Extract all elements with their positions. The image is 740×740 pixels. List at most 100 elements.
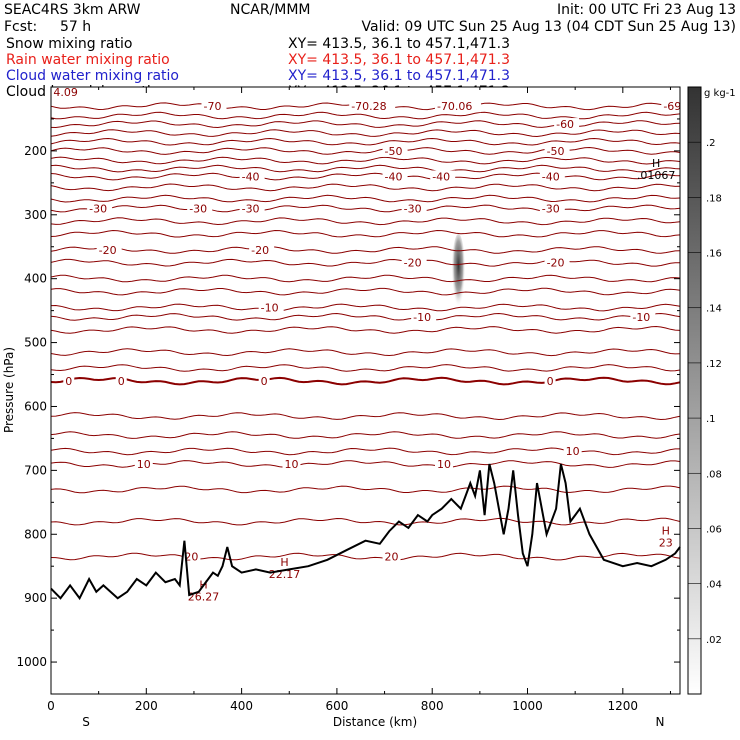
contour-label: 4.09 [53, 86, 78, 99]
contour-label: -50 [385, 145, 403, 158]
contour-label: -70.06 [437, 100, 472, 113]
isotherm [50, 246, 681, 254]
contour-label-mask [115, 374, 127, 387]
isotherm [50, 172, 681, 181]
contour-label-mask [187, 202, 213, 215]
contour-label: -70.28 [351, 100, 386, 113]
colorbar-tick-label: .06 [706, 524, 722, 535]
high-marker: H [280, 556, 288, 569]
contour-label-mask [201, 100, 227, 113]
field-xy-range: XY= 413.5, 36.1 to 457.1,471.3 [288, 36, 510, 52]
x-axis-ticks: 0 200 400 600 800 1000 1200 [47, 87, 671, 713]
contour-label: -70 [203, 100, 221, 113]
organization-label: NCAR/MMM [230, 2, 311, 18]
contour-label: -10 [632, 311, 650, 324]
colorbar-tick-label: .1 [706, 414, 716, 425]
y-tick-label: 600 [24, 399, 47, 413]
contour-label-mask [430, 170, 456, 183]
high-marker: H [662, 524, 670, 537]
contour-label: 10 [437, 458, 451, 471]
contour-label: 0 [65, 375, 72, 388]
contour-label-mask [249, 243, 275, 256]
field-title: Cloud water mixing ratio [6, 68, 179, 84]
high-value: 23 [659, 536, 673, 549]
contour-label-mask [539, 202, 565, 215]
contour-label-mask [544, 144, 570, 157]
isotherm [50, 129, 681, 138]
contour-label-mask [544, 374, 556, 387]
y-axis-label: Pressure (hPa) [2, 347, 16, 433]
contour-label: 0 [261, 375, 268, 388]
contour-label: -69 [663, 100, 681, 113]
y-tick-label: 200 [24, 144, 47, 158]
isotherm [50, 485, 681, 494]
isotherm [50, 183, 681, 192]
contour-label: -20 [404, 257, 422, 270]
contour-label: -30 [404, 202, 422, 215]
contour-label-mask [87, 202, 113, 215]
colorbar-ramp [687, 86, 702, 695]
contour-label-mask [563, 445, 582, 458]
init-time: Init: 00 UTC Fri 23 Aug 13 [557, 2, 736, 18]
isotherm [50, 312, 681, 321]
x-tick-label: 1200 [608, 699, 639, 713]
isotherm [50, 194, 681, 203]
field-title: Snow mixing ratio [6, 36, 132, 52]
isotherm [50, 146, 681, 155]
contour-label-mask [349, 100, 396, 113]
x-tick-label: 600 [325, 699, 348, 713]
y-tick-label: 300 [24, 208, 47, 222]
plot-area: -70 -70.28 -70.06 -69 -60 -50 -50 -40 -40 -40 -40 -… [16, 86, 687, 713]
contour-label-mask [134, 457, 153, 470]
isotherm [50, 156, 681, 165]
y-tick-label: 1000 [16, 655, 47, 669]
isotherm [50, 412, 681, 421]
contour-label-mask [63, 374, 75, 387]
x-end-label-right: N [656, 715, 665, 729]
isotherm [50, 274, 681, 283]
isotherm [50, 325, 681, 334]
isotherm [50, 258, 681, 267]
x-axis-label: Distance (km) [333, 715, 417, 729]
isotherm [50, 517, 681, 526]
contour-label-mask [434, 457, 453, 470]
contour-label: -20 [251, 244, 269, 257]
isotherm [50, 164, 681, 173]
contour-label-mask [239, 170, 265, 183]
contour-label: -40 [385, 170, 403, 183]
contour-label: -10 [261, 301, 279, 314]
high-value: 26.27 [188, 591, 220, 604]
contour-label: 0 [118, 375, 125, 388]
x-tick-label: 0 [47, 699, 55, 713]
valid-time: Valid: 09 UTC Sun 25 Aug 13 (04 CDT Sun … [362, 19, 736, 35]
contour-label: -30 [242, 202, 260, 215]
isotherm [50, 348, 681, 357]
contour-label: 10 [137, 458, 151, 471]
contour-label-mask [401, 202, 427, 215]
y-tick-label: 700 [24, 463, 47, 477]
colorbar-ticks: .02 .04 .06 .08 .1 .12 .14 .16 .18 .2 [688, 138, 722, 646]
colorbar-tick-label: .14 [706, 304, 722, 315]
contour-label-mask [282, 457, 301, 470]
contour-label-mask [544, 256, 570, 269]
colorbar-tick-label: .04 [706, 580, 722, 591]
contour-label: -60 [556, 118, 574, 131]
contour-label: -40 [542, 170, 560, 183]
forecast-hour: 57 h [60, 19, 91, 35]
contour-label: -50 [547, 145, 565, 158]
contour-label-mask [434, 100, 481, 113]
isotherm [50, 229, 681, 238]
isotherm [50, 137, 681, 146]
contour-label-mask [411, 311, 437, 324]
isotherm [50, 552, 681, 561]
contour-label: 10 [566, 445, 580, 458]
isotherm [50, 460, 681, 468]
colorbar-tick-label: .02 [706, 635, 722, 646]
contour-label: -40 [432, 170, 450, 183]
mixing-ratio-maximum [451, 233, 466, 318]
field-title: Rain water mixing ratio [6, 52, 170, 68]
contour-label-mask [382, 170, 408, 183]
colorbar-tick-label: .12 [706, 359, 722, 370]
y-tick-label: 500 [24, 336, 47, 350]
